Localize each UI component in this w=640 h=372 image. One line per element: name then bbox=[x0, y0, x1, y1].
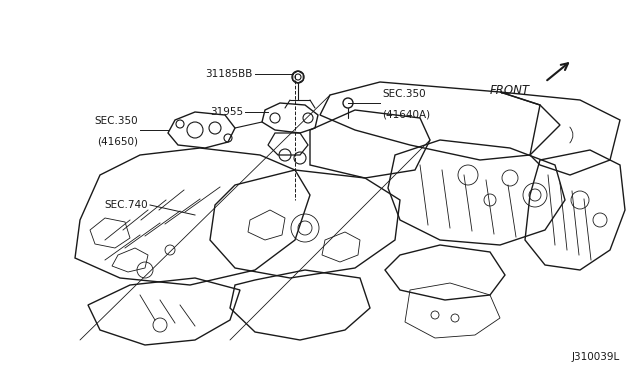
Text: 31185BB: 31185BB bbox=[205, 69, 253, 79]
Text: SEC.740: SEC.740 bbox=[104, 200, 148, 210]
Text: 31955: 31955 bbox=[210, 107, 243, 117]
Text: FRONT: FRONT bbox=[490, 84, 530, 97]
Text: SEC.350: SEC.350 bbox=[382, 89, 426, 99]
Text: (41650): (41650) bbox=[97, 136, 138, 146]
Text: (41640A): (41640A) bbox=[382, 109, 430, 119]
Text: SEC.350: SEC.350 bbox=[94, 116, 138, 126]
Text: J310039L: J310039L bbox=[572, 352, 620, 362]
